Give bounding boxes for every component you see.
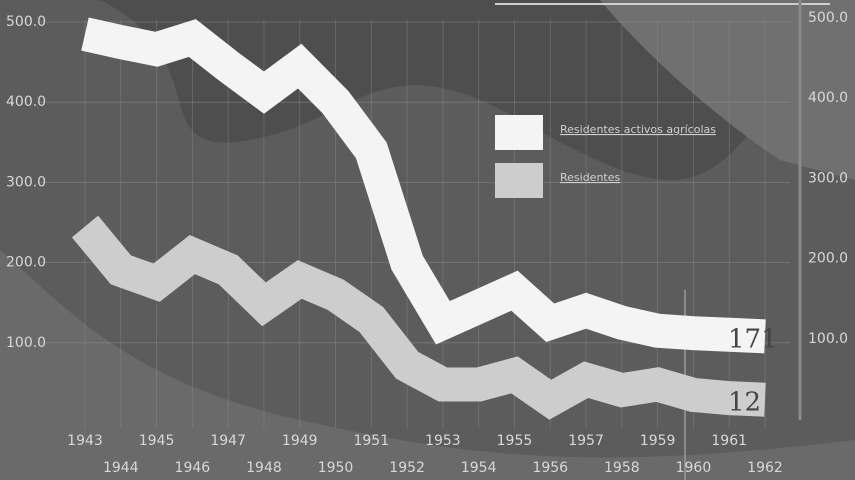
annotation: 171: [728, 324, 778, 354]
x-tick-label: 1955: [497, 433, 533, 449]
x-tick-label: 1948: [246, 460, 282, 476]
legend-label: Residentes activos agrícolas: [560, 123, 716, 136]
annotation: 12: [728, 388, 761, 418]
x-tick-label: 1946: [175, 460, 211, 476]
x-tick-label: 1947: [210, 433, 246, 449]
y-tick-label: 400.0: [808, 90, 848, 106]
y-tick-label: 300.0: [6, 174, 46, 190]
legend-swatch: [495, 163, 543, 198]
plot: 100.0 100.0 200.0 200.0 300.0 300.0 400.0 400.0…: [6, 10, 848, 476]
x-tick-label: 1943: [67, 433, 103, 449]
x-tick-label: 1945: [139, 433, 175, 449]
x-tick-label: 1950: [318, 460, 354, 476]
series-line: [71, 215, 766, 420]
x-tick-label: 1954: [461, 460, 497, 476]
x-tick-label: 1944: [103, 460, 139, 476]
series-line: [81, 17, 766, 354]
y-tick-label: 200.0: [808, 251, 848, 267]
map-area: [0, 250, 855, 480]
x-tick-label: 1958: [604, 460, 640, 476]
x-tick-label: 1951: [353, 433, 389, 449]
y-tick-label: 500.0: [808, 10, 848, 26]
x-tick-label: 1961: [711, 433, 747, 449]
x-tick-label: 1953: [425, 433, 461, 449]
x-tick-label: 1957: [568, 433, 604, 449]
y-tick-label: 100.0: [6, 335, 46, 351]
x-tick-label: 1956: [532, 460, 568, 476]
y-tick-label: 100.0: [808, 331, 848, 347]
y-tick-label: 400.0: [6, 94, 46, 110]
x-tick-label: 1962: [747, 460, 783, 476]
y-tick-label: 300.0: [808, 170, 848, 186]
y-tick-label: 500.0: [6, 14, 46, 30]
legend-label: Residentes: [560, 171, 621, 184]
x-tick-label: 1952: [389, 460, 425, 476]
y-tick-label: 200.0: [6, 255, 46, 271]
legend-swatch: [495, 115, 543, 150]
x-tick-label: 1959: [640, 433, 676, 449]
x-tick-label: 1949: [282, 433, 318, 449]
map-area: [600, 0, 855, 180]
x-tick-label: 1960: [676, 460, 712, 476]
